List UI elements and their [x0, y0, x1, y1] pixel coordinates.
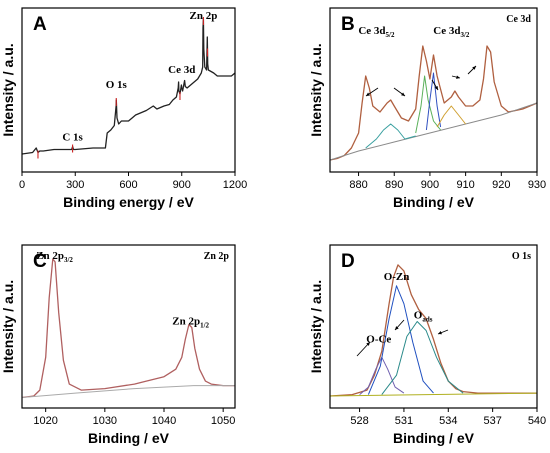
series-line-D-2 [367, 285, 434, 395]
series-line-C-0 [22, 258, 235, 399]
x-tick-label: 537 [483, 415, 501, 427]
annotation-1: Ce 3d3/2 [433, 25, 470, 39]
panel-letter: A [33, 14, 47, 35]
series-line-D-0 [330, 264, 537, 397]
x-axis-label: Binding / eV [393, 430, 475, 446]
x-axis-label: Binding / eV [88, 430, 170, 446]
series-line-D-4 [330, 392, 537, 397]
y-axis-label: Intensity / a.u. [308, 280, 324, 373]
x-tick-label: 910 [456, 179, 474, 191]
annotation-0: Ce 3d5/2 [358, 25, 395, 39]
panel-A: 0 300 600 900 1200 Binding energy / eV Intensi… [0, 7, 247, 210]
annotation-1: O 1s [106, 79, 128, 91]
series-line-D-1 [359, 356, 405, 395]
annotation-0: C 1s [62, 132, 83, 144]
annotation-arrows [356, 65, 477, 357]
arrow-head [472, 66, 476, 70]
x-tick-label: 540 [528, 415, 546, 427]
x-tick-label: 920 [492, 179, 510, 191]
series-line-B-1 [330, 102, 537, 161]
x-tick-label: 600 [119, 179, 137, 191]
y-axis-label: Intensity / a.u. [0, 43, 16, 136]
series-group [330, 45, 537, 161]
panel-letter: C [33, 251, 47, 272]
annotation-2: Oads [414, 310, 433, 324]
x-tick-label: 300 [66, 179, 84, 191]
x-axis-label: Binding energy / eV [63, 194, 194, 210]
y-axis-label: Intensity / a.u. [0, 280, 16, 373]
arrow-head [395, 326, 399, 330]
arrow-head [434, 86, 438, 90]
arrow-head [366, 92, 370, 96]
plot-frame [21, 244, 236, 409]
series-group [330, 264, 537, 397]
y-axis-label: Intensity / a.u. [308, 43, 324, 136]
panel-letter: B [341, 14, 355, 35]
panel-D: 528 531 534 537 540 Binding / eV Intensity / a… [308, 244, 546, 446]
annotation-0: O-Ce [366, 333, 391, 345]
series-line-C-1 [22, 385, 235, 398]
panel-letter: D [341, 251, 355, 272]
series-line-A-0 [22, 18, 235, 155]
annotation-1: O-Zn [384, 271, 410, 283]
x-tick-label: 534 [439, 415, 457, 427]
arrow-head [456, 75, 460, 79]
x-tick-label: 880 [349, 179, 367, 191]
x-tick-label: 1200 [223, 179, 247, 191]
series-group [22, 17, 235, 159]
x-tick-label: 1030 [93, 415, 117, 427]
x-tick-label: 1040 [152, 415, 176, 427]
series-line-B-5 [436, 105, 466, 128]
series-line-B-0 [330, 45, 537, 161]
annotation-3: Zn 2p [189, 10, 217, 22]
x-tick-label: 900 [421, 179, 439, 191]
series-line-B-3 [415, 75, 441, 134]
x-tick-label: 1050 [211, 415, 235, 427]
panel-C: 1020 1030 1040 1050 Binding / eV Intensity / … [0, 244, 236, 446]
x-tick-label: 0 [19, 179, 25, 191]
x-tick-label: 1020 [33, 415, 57, 427]
arrow-head [366, 342, 370, 346]
annotation-0: Zn 2p3/2 [36, 250, 73, 264]
x-tick-label: 528 [350, 415, 368, 427]
arrow-head [401, 92, 405, 96]
x-tick-label: 531 [395, 415, 413, 427]
panel-title: Ce 3d [506, 14, 531, 25]
panel-B: 880 890 900 910 920 930 Binding / eV Intensity … [308, 7, 546, 210]
x-tick-label: 930 [528, 179, 546, 191]
x-axis-label: Binding / eV [393, 194, 475, 210]
series-line-D-3 [381, 321, 464, 395]
plot-frame [329, 7, 538, 173]
plot-frame [329, 244, 538, 409]
series-line-B-4 [425, 72, 442, 131]
panel-title: O 1s [512, 251, 531, 262]
arrow-head [438, 331, 442, 335]
series-group [22, 258, 235, 399]
series-line-B-2 [365, 123, 416, 149]
panel-title: Zn 2p [204, 251, 230, 262]
annotation-2: Ce 3d [168, 64, 195, 76]
x-tick-label: 900 [173, 179, 191, 191]
x-tick-label: 890 [385, 179, 403, 191]
annotation-1: Zn 2p1/2 [172, 316, 209, 330]
